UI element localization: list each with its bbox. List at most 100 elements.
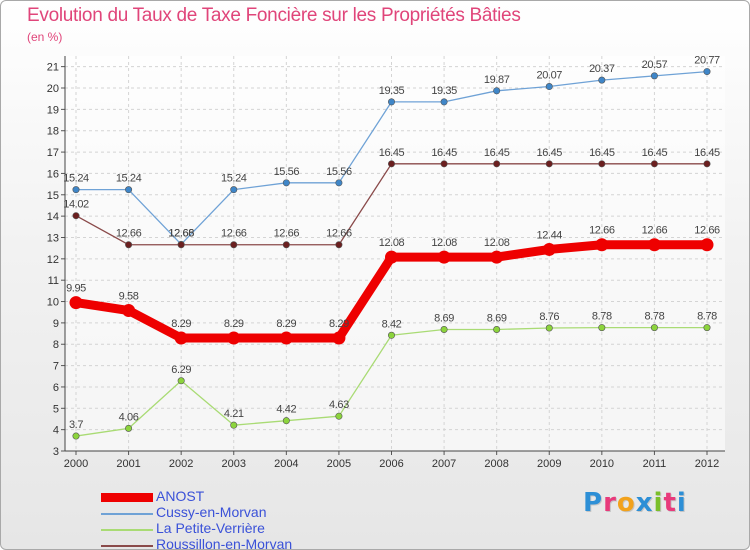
data-label: 15.56 xyxy=(274,166,300,178)
logo-letter: o xyxy=(616,488,636,518)
x-tick-label: 2005 xyxy=(327,458,351,470)
data-point xyxy=(650,72,658,80)
x-tick-label: 2011 xyxy=(643,458,667,470)
data-point xyxy=(440,326,448,334)
y-tick-label: 7 xyxy=(53,361,59,373)
data-label: 8.76 xyxy=(539,311,559,323)
data-point xyxy=(703,324,711,332)
data-label: 12.08 xyxy=(431,237,457,249)
y-tick-label: 6 xyxy=(53,382,59,394)
data-point xyxy=(387,160,395,168)
data-point xyxy=(647,238,661,252)
data-point xyxy=(230,186,238,194)
data-label: 12.66 xyxy=(694,225,720,237)
data-label: 8.42 xyxy=(382,318,402,330)
data-point xyxy=(598,160,606,168)
y-tick-label: 20 xyxy=(47,83,59,95)
data-label: 12.44 xyxy=(536,229,562,241)
legend-label: Roussillon-en-Morvan xyxy=(156,536,293,550)
data-point xyxy=(493,160,501,168)
data-point xyxy=(385,250,398,264)
data-label: 15.24 xyxy=(116,173,142,185)
data-label: 4.21 xyxy=(224,408,244,420)
data-label: 8.29 xyxy=(224,318,244,330)
data-point xyxy=(542,242,556,256)
data-point xyxy=(230,421,238,429)
data-point xyxy=(282,417,290,425)
data-label: 12.66 xyxy=(589,225,615,237)
data-label: 4.63 xyxy=(329,399,349,411)
data-label: 15.24 xyxy=(221,173,247,185)
data-point xyxy=(125,186,133,194)
data-point xyxy=(650,324,658,332)
data-label: 9.58 xyxy=(119,291,139,303)
data-label: 12.66 xyxy=(274,228,300,240)
x-tick-label: 2009 xyxy=(537,458,561,470)
data-label: 20.77 xyxy=(694,55,720,67)
data-point xyxy=(335,241,343,249)
data-label: 12.68 xyxy=(168,227,194,239)
data-point xyxy=(122,304,136,318)
legend-label: La Petite-Verrière xyxy=(156,520,265,536)
legend-swatch xyxy=(101,529,153,531)
data-point xyxy=(177,377,185,385)
data-point xyxy=(125,241,133,249)
chart-subtitle: (en %) xyxy=(27,30,63,44)
x-tick-label: 2001 xyxy=(116,458,140,470)
data-label: 12.66 xyxy=(221,228,247,240)
data-label: 20.07 xyxy=(536,70,562,82)
data-label: 12.08 xyxy=(379,237,405,249)
data-point xyxy=(230,241,238,249)
legend-swatch xyxy=(101,513,153,515)
data-label: 8.78 xyxy=(645,311,665,323)
data-label: 19.87 xyxy=(484,74,510,86)
data-label: 16.45 xyxy=(694,147,720,159)
data-label: 8.69 xyxy=(487,313,507,325)
data-label: 12.66 xyxy=(168,228,194,240)
y-tick-label: 11 xyxy=(48,275,59,287)
data-label: 20.37 xyxy=(589,63,615,75)
data-point xyxy=(703,68,711,76)
data-label: 12.66 xyxy=(642,225,668,237)
data-point xyxy=(493,87,501,95)
data-label: 16.45 xyxy=(431,147,457,159)
logo-letter: x xyxy=(635,488,654,518)
y-tick-label: 14 xyxy=(47,211,59,223)
y-tick-label: 16 xyxy=(47,168,59,180)
page-title: Evolution du Taux de Taxe Foncière sur l… xyxy=(27,5,521,26)
data-point xyxy=(69,296,83,310)
data-point xyxy=(598,324,606,332)
data-point xyxy=(700,238,714,252)
data-point xyxy=(72,212,80,220)
y-tick-label: 15 xyxy=(47,190,59,202)
x-tick-label: 2000 xyxy=(64,458,88,470)
data-point xyxy=(595,238,609,252)
data-label: 15.24 xyxy=(63,173,89,185)
data-label: 3.7 xyxy=(69,419,83,431)
x-tick-label: 2012 xyxy=(695,458,719,470)
data-point xyxy=(387,331,395,339)
legend-swatch xyxy=(101,545,153,547)
data-label: 14.02 xyxy=(63,199,89,211)
data-point xyxy=(387,98,395,106)
data-label: 16.45 xyxy=(642,147,668,159)
y-tick-label: 4 xyxy=(53,425,59,437)
y-tick-label: 10 xyxy=(47,297,59,309)
data-point xyxy=(72,432,80,440)
data-point xyxy=(335,179,343,187)
legend-label: ANOST xyxy=(156,488,205,504)
data-label: 20.57 xyxy=(642,59,668,71)
data-label: 8.78 xyxy=(592,311,612,323)
data-label: 16.45 xyxy=(379,147,405,159)
x-tick-label: 2006 xyxy=(379,458,403,470)
y-tick-label: 3 xyxy=(53,446,59,458)
data-point xyxy=(174,331,188,345)
data-point xyxy=(282,241,290,249)
data-label: 4.42 xyxy=(276,404,296,416)
y-tick-label: 9 xyxy=(53,318,59,330)
y-tick-label: 8 xyxy=(53,339,59,351)
x-tick-label: 2002 xyxy=(169,458,193,470)
x-tick-label: 2004 xyxy=(274,458,298,470)
